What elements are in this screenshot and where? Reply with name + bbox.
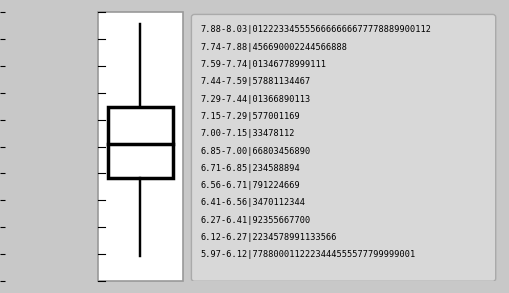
Text: 6.27-6.41|92355667700: 6.27-6.41|92355667700: [201, 216, 311, 225]
Text: 6.85-7.00|66803456890: 6.85-7.00|66803456890: [201, 146, 311, 156]
Text: 6.12-6.27|2234578991133566: 6.12-6.27|2234578991133566: [201, 233, 337, 242]
FancyBboxPatch shape: [98, 12, 183, 281]
Text: 7.74-7.88|456690002244566888: 7.74-7.88|456690002244566888: [201, 42, 348, 52]
Text: 7.29-7.44|01366890113: 7.29-7.44|01366890113: [201, 95, 311, 103]
Bar: [108, 107, 173, 178]
Text: 7.59-7.74|01346778999111: 7.59-7.74|01346778999111: [201, 60, 327, 69]
Text: 7.15-7.29|577001169: 7.15-7.29|577001169: [201, 112, 300, 121]
Text: 7.88-8.03|0122233455556666666677778889900112: 7.88-8.03|012223345555666666667777888990…: [201, 25, 432, 34]
FancyBboxPatch shape: [191, 14, 496, 281]
Text: 6.41-6.56|3470112344: 6.41-6.56|3470112344: [201, 198, 306, 207]
Text: 6.56-6.71|791224669: 6.56-6.71|791224669: [201, 181, 300, 190]
Text: 7.44-7.59|57881134467: 7.44-7.59|57881134467: [201, 77, 311, 86]
Text: 7.00-7.15|33478112: 7.00-7.15|33478112: [201, 129, 295, 138]
Text: 6.71-6.85|234588894: 6.71-6.85|234588894: [201, 164, 300, 173]
Text: 5.97-6.12|7788000112223444555577799999001: 5.97-6.12|778800011222344455557779999900…: [201, 251, 416, 260]
